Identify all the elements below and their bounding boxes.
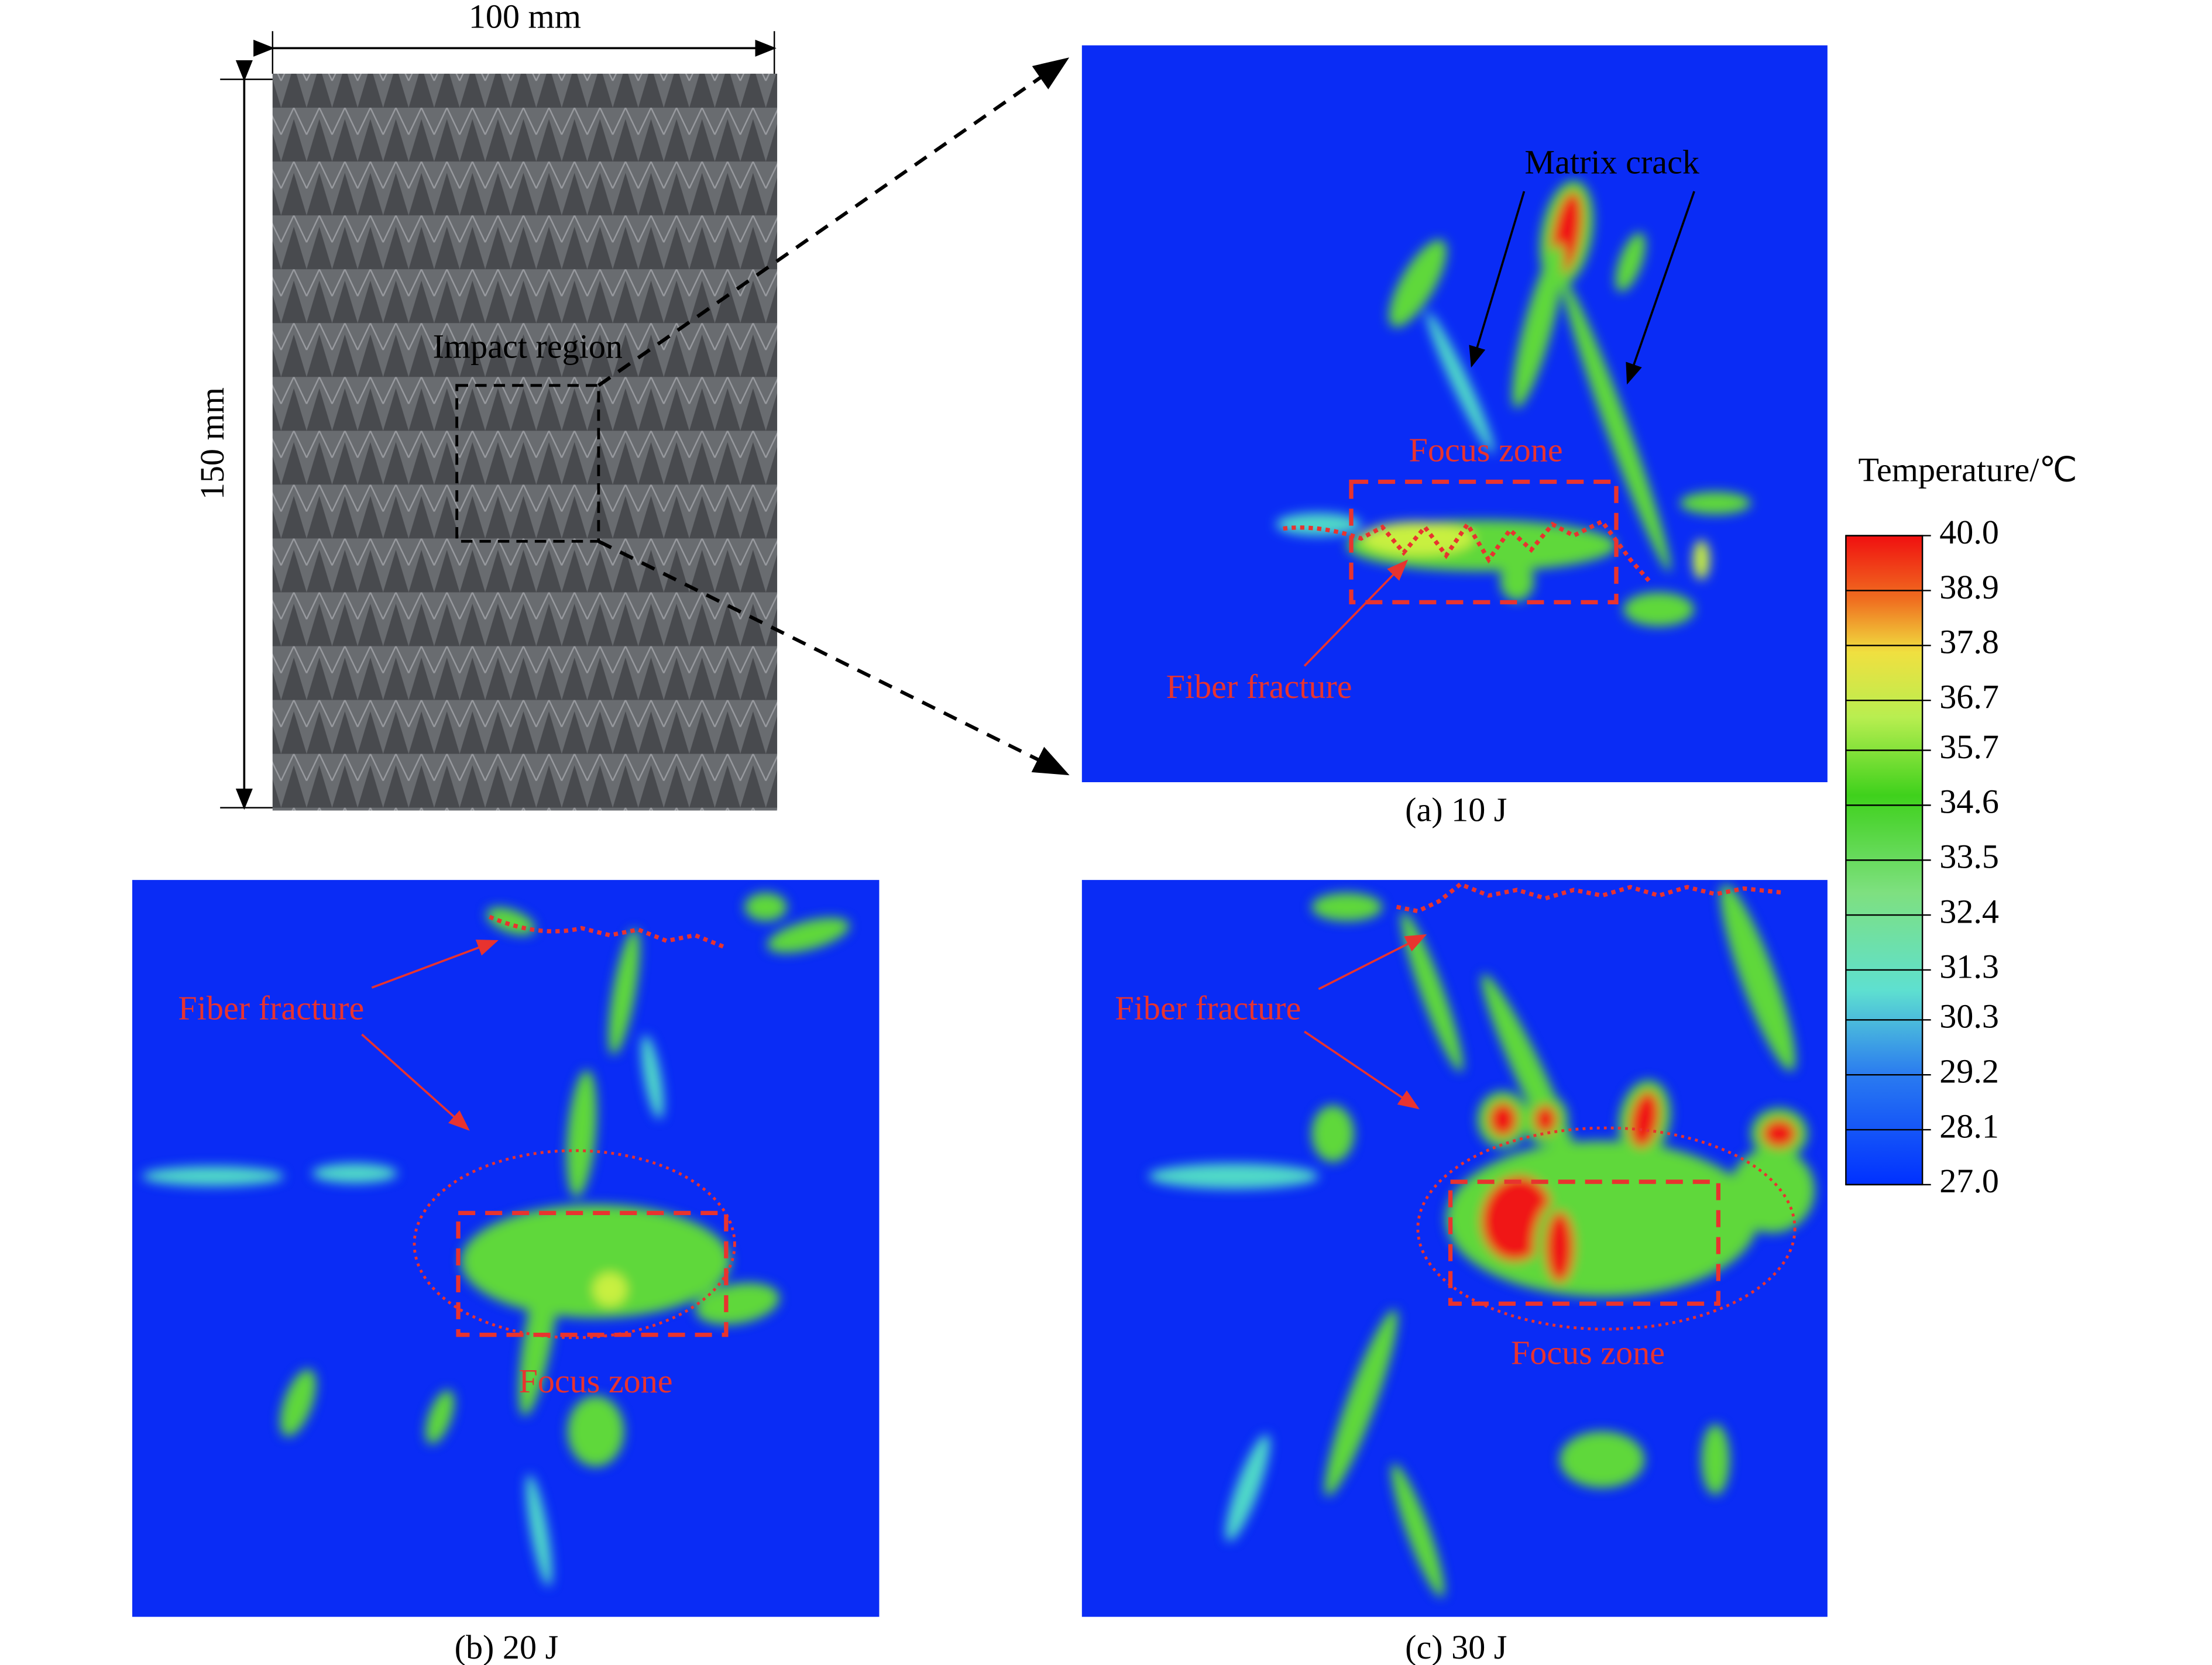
photo-shade	[272, 73, 778, 811]
hot-spot	[1762, 1119, 1797, 1148]
impact-region-box	[455, 384, 600, 543]
hot-spot	[1401, 911, 1464, 1072]
hot-spot	[1534, 1105, 1557, 1134]
fracture-trace	[1396, 882, 1784, 914]
hot-spot	[526, 1474, 552, 1587]
height-label: 150 mm	[193, 387, 231, 500]
hot-spot	[1615, 232, 1646, 292]
hot-spot	[142, 1166, 284, 1186]
colorbar-tick-label: 34.6	[1939, 783, 1999, 821]
hot-spot	[280, 1369, 317, 1437]
colorbar-tick-label: 40.0	[1939, 513, 1999, 551]
hot-spot	[567, 1395, 624, 1467]
colorbar-tick-label: 38.9	[1939, 568, 1999, 606]
annotation-arrow	[361, 1033, 470, 1131]
annotation-arrow	[371, 940, 499, 989]
colorbar-title: Temperature/℃	[1859, 450, 2077, 489]
focus-zone-box	[1349, 479, 1619, 605]
hot-spot	[1623, 592, 1695, 627]
hot-spot	[1225, 1434, 1270, 1542]
hot-spots-c	[1148, 884, 1815, 1597]
annotation: Fiber fracture	[1166, 668, 1352, 706]
annotation: Matrix crack	[1524, 143, 1699, 181]
hot-spot	[767, 917, 850, 953]
hot-spot	[1630, 1091, 1660, 1148]
annotation: Focus zone	[1511, 1333, 1665, 1371]
hot-spot	[641, 1035, 664, 1119]
annotation-arrow	[1304, 1030, 1420, 1110]
annotation: Fiber fracture	[178, 989, 364, 1027]
hot-spots-b	[142, 892, 850, 1587]
zoom-arrow	[597, 539, 1070, 776]
hot-spot	[744, 892, 788, 921]
annotation: Focus zone	[518, 1362, 672, 1400]
hot-spot	[1276, 512, 1361, 536]
hot-spot	[312, 1163, 397, 1184]
hot-spot	[1311, 1105, 1354, 1162]
focus-zone-box	[1448, 1179, 1720, 1306]
colorbar-tick-label: 30.3	[1939, 997, 1999, 1036]
fracture-trace	[488, 914, 724, 949]
colorbar-tick-label: 35.7	[1939, 728, 1999, 766]
colorbar-ticks: 40.0 38.9 37.8 36.7 35.7 34.6 33.5 32.4 31.3 30.3…	[1846, 513, 1999, 1200]
hot-spot	[1311, 892, 1383, 921]
hot-spot	[566, 1070, 597, 1198]
hot-spot	[1545, 1211, 1574, 1283]
panel-caption: (c) 30 J	[1405, 1628, 1507, 1665]
hot-spot	[1148, 1163, 1319, 1189]
annotation-arrow	[1626, 191, 1695, 385]
panel-caption: (b) 20 J	[455, 1628, 559, 1665]
colorbar-tick-label: 27.0	[1939, 1162, 1999, 1200]
hot-spot	[518, 1248, 559, 1416]
hot-spot	[1562, 278, 1671, 572]
focus-zone-box	[456, 1210, 729, 1337]
hot-spot	[1679, 491, 1751, 515]
focus-ellipse	[413, 1149, 736, 1339]
focus-ellipse	[1416, 1126, 1797, 1331]
colorbar-tick-label: 31.3	[1939, 947, 1999, 985]
colorbar-tick-label: 36.7	[1939, 678, 1999, 716]
colorbar-tick-label: 33.5	[1939, 838, 1999, 876]
hot-spot	[1720, 884, 1796, 1071]
colorbar-tick-label: 28.1	[1939, 1107, 1999, 1145]
colorbar-tick-label: 32.4	[1939, 892, 1999, 930]
hot-spot	[1500, 561, 1534, 601]
hot-spot	[1324, 1309, 1398, 1497]
annotation-arrow	[1469, 191, 1526, 368]
annotation-arrow	[1318, 934, 1427, 990]
annotation: Fiber fracture	[1115, 989, 1301, 1027]
hot-spot	[593, 1272, 627, 1307]
specimen-photo	[272, 73, 778, 811]
hot-spot	[461, 1204, 731, 1318]
hot-spots-a	[1276, 180, 1751, 627]
hot-spot	[1692, 539, 1710, 580]
colorbar-tick-label: 37.8	[1939, 623, 1999, 661]
hot-spot	[1426, 312, 1495, 453]
hot-spot	[1560, 1431, 1645, 1488]
width-label: 100 mm	[469, 0, 581, 35]
impact-region-label: Impact region	[433, 328, 623, 366]
hot-spot	[1512, 243, 1565, 408]
hot-spot	[425, 1390, 455, 1444]
panel-caption: (a) 10 J	[1405, 791, 1507, 829]
thermal-image-a	[1081, 45, 1828, 783]
hot-spot	[1701, 1424, 1730, 1495]
hot-spot	[1391, 1463, 1445, 1597]
fracture-trace	[1283, 518, 1654, 586]
hot-spot	[1488, 1102, 1517, 1137]
colorbar-tick-label: 29.2	[1939, 1052, 1999, 1090]
hot-spot	[608, 929, 640, 1055]
annotation: Focus zone	[1409, 431, 1563, 469]
hot-spot	[1389, 239, 1447, 328]
hot-spot	[1729, 1147, 1815, 1233]
hot-spot	[695, 1282, 780, 1325]
annotation-arrow	[1303, 559, 1409, 667]
